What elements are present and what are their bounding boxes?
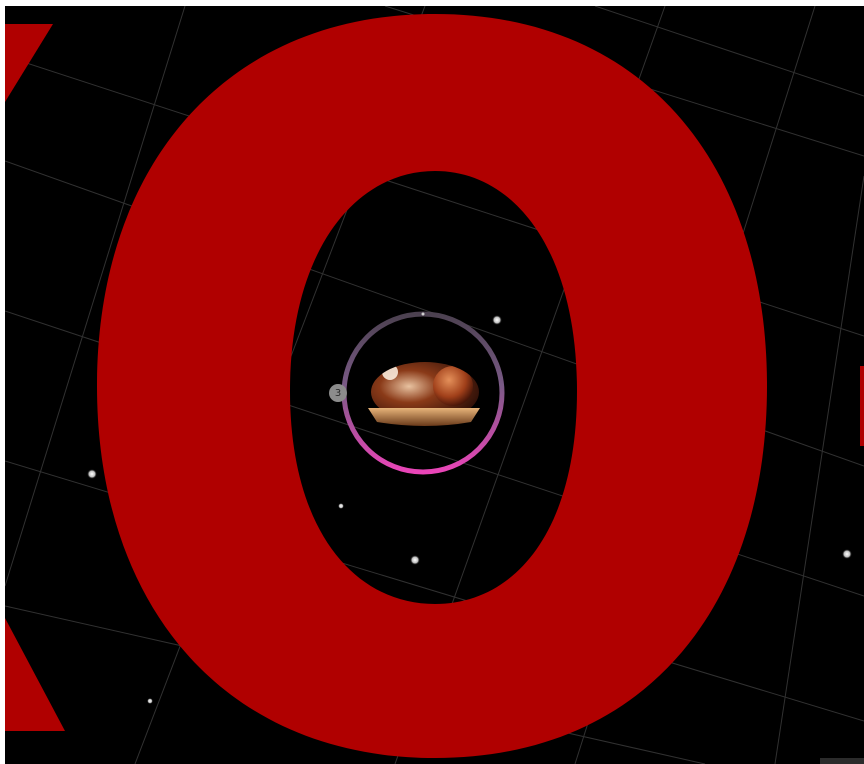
letter-k-partial bbox=[5, 24, 65, 731]
star bbox=[338, 503, 344, 509]
letter-o bbox=[97, 14, 767, 758]
node-ring-tick bbox=[421, 312, 425, 316]
star bbox=[492, 315, 502, 325]
star bbox=[410, 555, 420, 565]
space-map-canvas bbox=[5, 6, 864, 764]
corner-panel-tab[interactable] bbox=[820, 758, 864, 764]
planet-ground bbox=[368, 408, 480, 426]
star bbox=[842, 549, 852, 559]
star bbox=[87, 469, 97, 479]
star bbox=[147, 698, 153, 704]
game-viewport[interactable]: 3 bbox=[5, 6, 864, 764]
selected-node[interactable] bbox=[341, 311, 505, 475]
letter-fragment-right bbox=[860, 366, 864, 446]
stars bbox=[87, 315, 852, 704]
node-level-badge: 3 bbox=[329, 384, 347, 402]
